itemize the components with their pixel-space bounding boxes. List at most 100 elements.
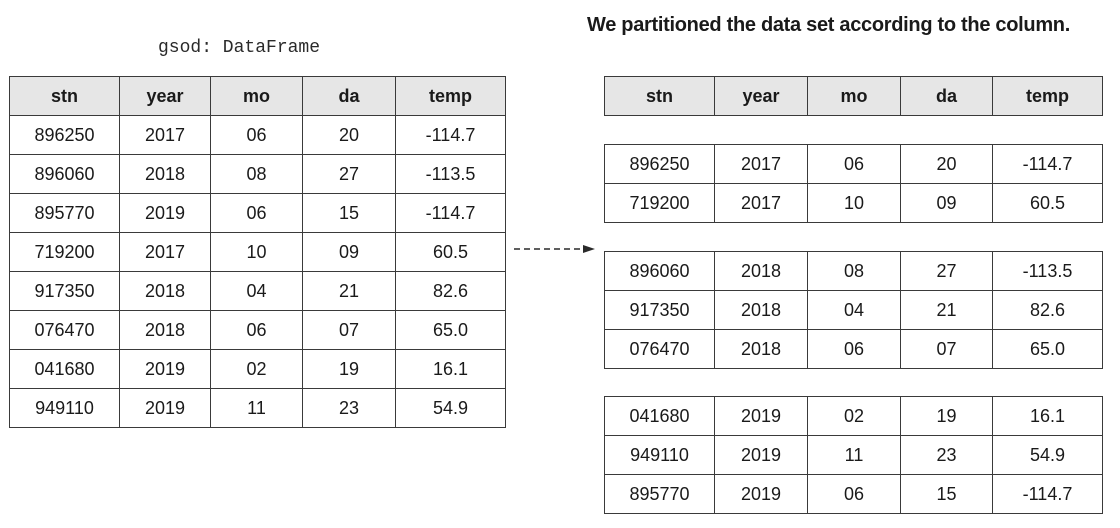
column-header-da: da (900, 76, 993, 116)
cell-stn: 917350 (9, 271, 120, 311)
cell-temp: 65.0 (992, 329, 1103, 369)
cell-mo: 08 (210, 154, 303, 194)
partitioned-header-table: stn year mo da temp (604, 76, 1103, 116)
cell-year: 2019 (119, 193, 211, 233)
column-header-stn: stn (9, 76, 120, 116)
cell-stn: 076470 (9, 310, 120, 350)
table-row: 896250 2017 06 20 -114.7 (604, 144, 1103, 184)
cell-year: 2018 (714, 290, 808, 330)
partition-2019-table: 041680 2019 02 19 16.1 949110 2019 11 23 54.9 8957… (604, 396, 1103, 514)
cell-mo: 10 (210, 232, 303, 272)
cell-mo: 10 (807, 183, 901, 223)
cell-stn: 719200 (9, 232, 120, 272)
cell-da: 07 (900, 329, 993, 369)
cell-year: 2018 (714, 329, 808, 369)
cell-year: 2019 (119, 349, 211, 389)
table-row: 949110 2019 11 23 54.9 (9, 388, 506, 428)
column-header-stn: stn (604, 76, 715, 116)
cell-da: 15 (302, 193, 396, 233)
header-row: stn year mo da temp (604, 76, 1103, 116)
cell-mo: 02 (807, 396, 901, 436)
cell-da: 27 (302, 154, 396, 194)
table-row: 895770 2019 06 15 -114.7 (9, 193, 506, 233)
column-header-da: da (302, 76, 396, 116)
cell-stn: 719200 (604, 183, 715, 223)
cell-temp: 60.5 (992, 183, 1103, 223)
cell-temp: -114.7 (395, 115, 506, 155)
cell-mo: 11 (210, 388, 303, 428)
cell-mo: 06 (807, 329, 901, 369)
cell-stn: 895770 (604, 474, 715, 514)
cell-stn: 896060 (604, 251, 715, 291)
column-header-temp: temp (992, 76, 1103, 116)
cell-da: 19 (900, 396, 993, 436)
cell-da: 09 (900, 183, 993, 223)
cell-year: 2017 (119, 115, 211, 155)
cell-mo: 06 (210, 193, 303, 233)
cell-mo: 04 (807, 290, 901, 330)
cell-da: 20 (302, 115, 396, 155)
caption: We partitioned the data set according to… (587, 14, 1070, 36)
cell-year: 2017 (714, 144, 808, 184)
source-dataframe-table: stn year mo da temp 896250 2017 06 20 -114.7… (9, 76, 506, 428)
cell-da: 07 (302, 310, 396, 350)
cell-mo: 06 (807, 474, 901, 514)
cell-stn: 041680 (9, 349, 120, 389)
cell-temp: 82.6 (992, 290, 1103, 330)
cell-da: 23 (302, 388, 396, 428)
cell-da: 23 (900, 435, 993, 475)
cell-stn: 917350 (604, 290, 715, 330)
table-row: 949110 2019 11 23 54.9 (604, 435, 1103, 475)
cell-year: 2018 (119, 310, 211, 350)
table-row: 917350 2018 04 21 82.6 (604, 290, 1103, 330)
cell-temp: 54.9 (395, 388, 506, 428)
cell-da: 21 (302, 271, 396, 311)
table-row: 896060 2018 08 27 -113.5 (9, 154, 506, 194)
cell-temp: -114.7 (992, 144, 1103, 184)
cell-stn: 896060 (9, 154, 120, 194)
table-row: 896250 2017 06 20 -114.7 (9, 115, 506, 155)
dashed-right-arrow-icon (514, 245, 595, 253)
cell-year: 2018 (119, 271, 211, 311)
column-header-mo: mo (210, 76, 303, 116)
column-header-year: year (714, 76, 808, 116)
table-row: 895770 2019 06 15 -114.7 (604, 474, 1103, 514)
cell-year: 2019 (714, 396, 808, 436)
cell-temp: -113.5 (992, 251, 1103, 291)
cell-stn: 896250 (604, 144, 715, 184)
column-header-mo: mo (807, 76, 901, 116)
cell-year: 2017 (119, 232, 211, 272)
cell-temp: 65.0 (395, 310, 506, 350)
cell-stn: 076470 (604, 329, 715, 369)
cell-stn: 949110 (9, 388, 120, 428)
cell-stn: 895770 (9, 193, 120, 233)
partition-2017-table: 896250 2017 06 20 -114.7 719200 2017 10 09 60.5 (604, 144, 1103, 223)
cell-da: 19 (302, 349, 396, 389)
cell-year: 2019 (119, 388, 211, 428)
cell-da: 15 (900, 474, 993, 514)
table-row: 719200 2017 10 09 60.5 (9, 232, 506, 272)
cell-year: 2019 (714, 435, 808, 475)
cell-da: 09 (302, 232, 396, 272)
cell-year: 2018 (119, 154, 211, 194)
cell-year: 2019 (714, 474, 808, 514)
table-row: 076470 2018 06 07 65.0 (9, 310, 506, 350)
cell-stn: 041680 (604, 396, 715, 436)
table-row: 041680 2019 02 19 16.1 (604, 396, 1103, 436)
column-header-year: year (119, 76, 211, 116)
column-header-temp: temp (395, 76, 506, 116)
table-row: 917350 2018 04 21 82.6 (9, 271, 506, 311)
cell-temp: 60.5 (395, 232, 506, 272)
cell-temp: -114.7 (992, 474, 1103, 514)
cell-temp: 54.9 (992, 435, 1103, 475)
cell-year: 2018 (714, 251, 808, 291)
table-row: 896060 2018 08 27 -113.5 (604, 251, 1103, 291)
cell-mo: 11 (807, 435, 901, 475)
dataframe-label: gsod: DataFrame (158, 38, 321, 58)
cell-mo: 06 (210, 310, 303, 350)
cell-temp: 16.1 (992, 396, 1103, 436)
cell-da: 20 (900, 144, 993, 184)
cell-year: 2017 (714, 183, 808, 223)
cell-temp: 82.6 (395, 271, 506, 311)
table-row: 076470 2018 06 07 65.0 (604, 329, 1103, 369)
